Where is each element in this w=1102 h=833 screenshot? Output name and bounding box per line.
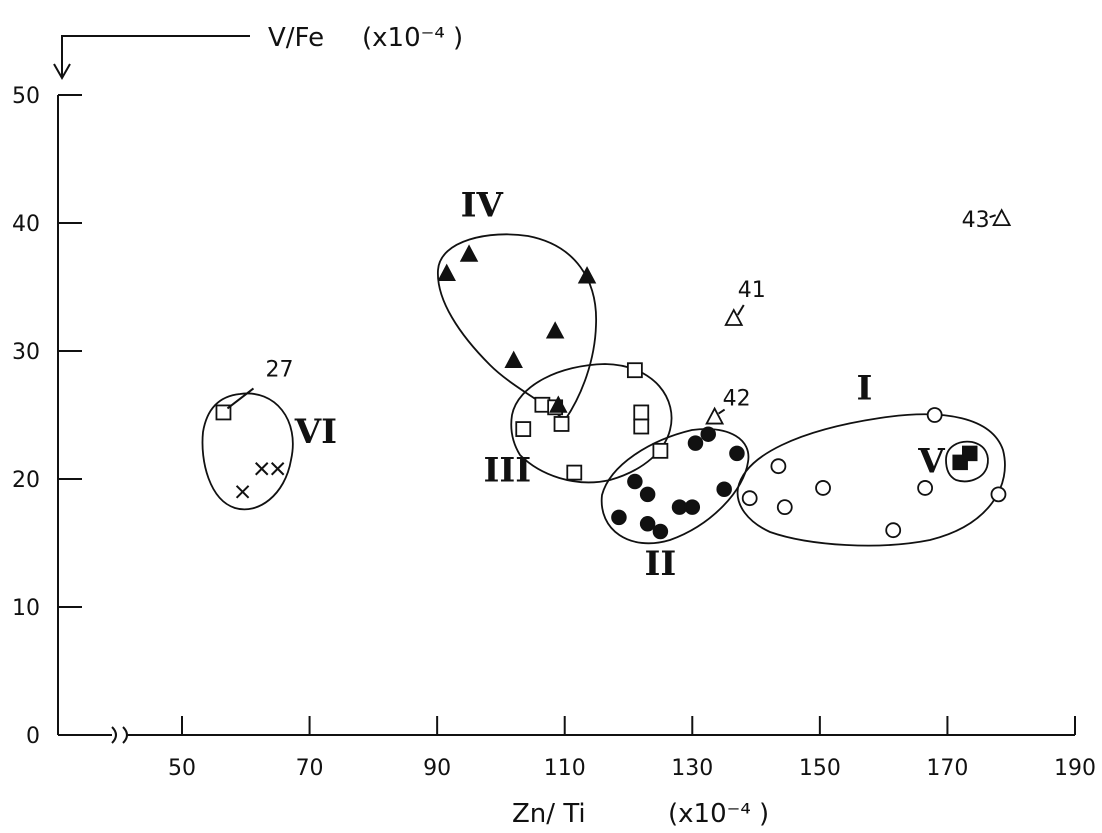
group-outline-IV [437,233,597,422]
filled-circle-point-9 [700,426,716,442]
x-axis-title-group: Zn/ Ti (x10⁻⁴ ) [512,799,769,829]
tick-labels: 50 70 90 110 130 150 170 190 0 10 20 30 40 50 [12,84,1096,781]
x-axis-unit: (x10⁻⁴ ) [668,799,769,829]
x-tick-label-70: 70 [296,756,324,781]
filled-circle-point-6 [671,499,688,515]
filled-triangle-point-1 [437,263,456,281]
open-circle-point-6 [917,480,934,496]
y-tick-label-0: 0 [26,724,40,749]
filled-circle-point-3 [639,486,656,503]
group-outline-I [736,413,1006,547]
tick-marks [58,94,1076,736]
data-points [215,208,1012,540]
annotation-42: 42 [723,387,751,412]
group-outlines [201,233,1006,547]
filled-circle-point-7 [684,499,701,515]
x-tick-label-190: 190 [1054,756,1096,781]
group-outline-V [945,440,989,483]
cross-point-2 [255,462,269,476]
open-circle-point-3 [776,499,793,516]
open-circle-point-7 [926,407,943,423]
filled-circle-point-1 [611,509,627,526]
open-circle-point-1 [741,490,758,507]
x-axis [58,726,1075,744]
group-outline-II [600,428,750,545]
group-label-I: I [857,369,873,409]
filled-triangle-point-3 [504,350,523,368]
y-axis-unit: (x10⁻⁴ ) [362,23,463,53]
cross-point-1 [235,485,250,499]
group-label-IV: IV [461,186,504,226]
open-square-point-1 [215,404,232,421]
open-square-point-8 [633,404,650,421]
x-tick-label-170: 170 [926,756,968,781]
open-triangle-point-3 [992,208,1012,227]
filled-circle-point-10 [716,481,732,497]
filled-circle-point-2 [627,473,643,490]
x-tick-label-50: 50 [168,756,196,781]
cross-point-3 [270,462,285,476]
x-tick-label-150: 150 [799,756,841,781]
group-outline-VI [201,392,294,511]
annotation-43: 43 [962,208,990,233]
annotation-leader-27 [226,387,255,410]
group-label-III: III [483,451,531,491]
y-title-arrowhead [53,63,71,81]
annotation-41: 41 [738,278,766,303]
open-triangle-point-1 [724,308,744,326]
filled-triangle-point-4 [545,321,565,339]
filled-triangle-point-2 [459,244,479,262]
y-tick-label-30: 30 [12,340,40,365]
group-label-II: II [644,544,676,584]
open-square-point-2 [515,421,532,437]
y-tick-label-40: 40 [12,212,40,237]
open-square-point-6 [566,464,583,481]
y-title-arrow-line [61,35,250,76]
filled-circle-point-4 [639,516,656,532]
filled-circle-point-5 [652,523,669,540]
open-circle-point-8 [990,486,1007,503]
open-square-point-7 [626,362,643,379]
annotation-27: 27 [265,357,293,382]
annotation-leader-42 [718,408,726,415]
filled-triangle-point-5 [549,395,568,413]
filled-circle-point-8 [687,435,704,451]
open-square-point-9 [633,418,650,435]
open-square-point-10 [652,442,669,459]
y-axis-title-group: V/Fe (x10⁻⁴ ) [53,23,463,81]
annotation-leader-41 [736,304,745,316]
x-axis-title: Zn/ Ti [512,799,586,829]
x-tick-label-90: 90 [423,756,451,781]
y-tick-label-50: 50 [12,84,40,109]
open-circle-point-4 [815,480,831,496]
axis-break-mark [111,726,128,744]
group-label-V: V [917,442,945,482]
y-tick-label-20: 20 [12,468,40,493]
point-annotations: 27 41 42 43 [226,208,996,415]
open-circle-point-5 [885,522,902,539]
open-square-point-5 [553,416,570,432]
group-label-VI: VI [294,412,337,452]
y-tick-label-10: 10 [12,596,40,621]
filled-square-point-2 [962,445,978,462]
filled-triangle-point-6 [577,266,597,284]
open-circle-point-2 [770,458,787,475]
open-triangle-point-2 [705,406,725,425]
x-tick-label-110: 110 [544,756,586,781]
x-tick-label-130: 130 [671,756,713,781]
filled-circle-point-11 [729,445,745,462]
annotation-leader-43 [989,214,996,219]
y-axis-title: V/Fe [268,23,324,53]
